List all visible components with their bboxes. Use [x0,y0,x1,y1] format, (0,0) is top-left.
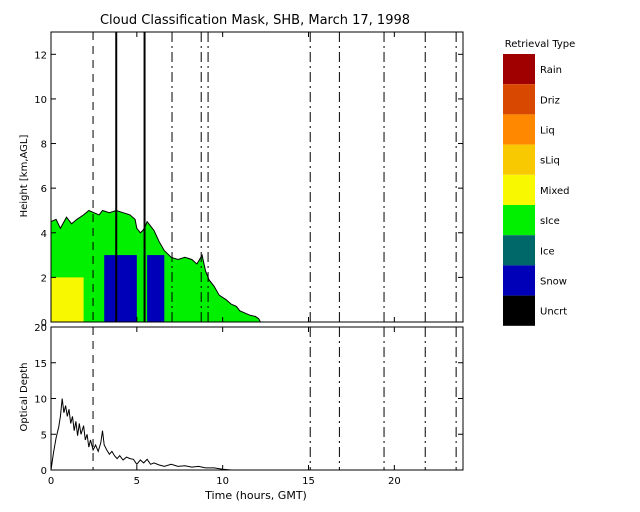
legend-label-rain: Rain [540,65,562,76]
chart-title: Cloud Classification Mask, SHB, March 17… [100,13,410,28]
legend-label-sliq: sLiq [540,156,560,167]
region-snow [104,255,137,322]
legend-label-liq: Liq [540,126,555,137]
x-tick-label: 10 [216,476,229,487]
region-mixed [51,277,84,322]
legend-label-sice: sIce [540,216,560,227]
top-y-axis-label: Height [km,AGL] [19,135,30,218]
legend-swatch-sliq [503,144,535,175]
y-tick-label: 2 [41,273,47,284]
y-tick-label: 0 [41,466,47,477]
y-tick-label: 10 [34,95,47,106]
retrieval-type-legend: Retrieval Type Rain Driz Liq sLiq Mixed sIce I… [503,39,575,326]
y-tick-label: 20 [34,323,47,334]
cloud-top-line [50,209,261,323]
optical-depth-plot-frame [50,326,464,471]
legend-label-ice: Ice [540,246,555,257]
y-tick-label: 4 [41,229,47,240]
legend-label-driz: Driz [540,95,560,106]
height-plot: 0 2 4 6 8 10 12 [34,31,464,329]
legend-title: Retrieval Type [505,39,576,50]
bottom-y-axis-label: Optical Depth [19,363,30,432]
legend-swatch-rain [503,54,535,85]
legend-swatch-driz [503,84,535,115]
x-tick-label: 20 [388,476,401,487]
x-tick-label: 5 [134,476,140,487]
y-tick-label: 12 [34,50,47,61]
y-tick-label: 15 [34,359,47,370]
x-axis-label: Time (hours, GMT) [204,489,307,502]
legend-swatch-liq [503,114,535,145]
legend-swatch-sice [503,205,535,236]
x-tick-label: 0 [48,476,54,487]
legend-swatch-ice [503,235,535,266]
legend-label-snow: Snow [540,277,567,288]
legend-label-mixed: Mixed [540,186,570,197]
legend-swatch-uncrt [503,295,535,326]
y-tick-label: 10 [34,395,47,406]
optical-depth-plot: 0 5 10 15 20 0 5 10 15 20 [34,323,464,487]
y-tick-label: 8 [41,140,47,151]
legend-label-uncrt: Uncrt [540,307,567,318]
optical-depth-line [50,398,232,471]
legend-swatch-mixed [503,174,535,205]
y-tick-label: 5 [41,430,47,441]
y-tick-label: 6 [41,184,47,195]
height-plot-frame [50,31,464,323]
legend-swatch-snow [503,265,535,296]
region-snow [147,255,165,322]
x-tick-label: 15 [302,476,315,487]
y-tick-label: 0 [41,318,47,329]
